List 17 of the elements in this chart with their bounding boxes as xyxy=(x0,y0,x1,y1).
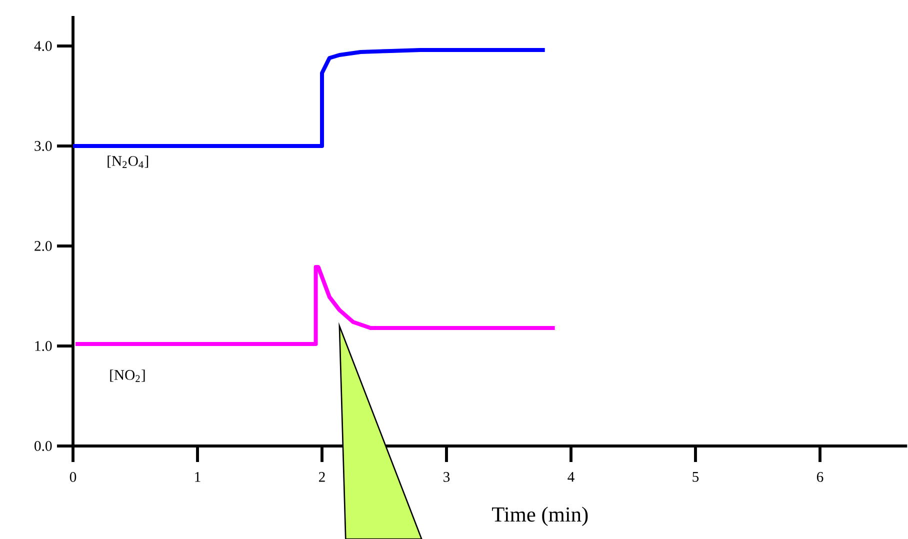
x-tick-label: 0 xyxy=(70,472,76,482)
x-tick-label: 6 xyxy=(816,472,824,482)
x-tick-label: 4 xyxy=(568,472,574,482)
x-axis-title: Time (min) xyxy=(492,506,588,526)
series-label: [N$_{2}$O$_{4}$] xyxy=(108,156,148,168)
y-tick-label: 2.0 xyxy=(34,241,52,251)
y-tick-label: 3.0 xyxy=(34,141,52,151)
x-tick-label: 2 xyxy=(318,472,325,482)
y-tick-label: 1.0 xyxy=(35,341,52,351)
line-series xyxy=(74,264,557,346)
series-label: [NO$_{2}$] xyxy=(110,370,145,382)
x-tick-label: 3 xyxy=(444,472,450,482)
line-series xyxy=(71,48,547,148)
y-tick-label: 4.0 xyxy=(34,41,52,51)
x-tick-label: 1 xyxy=(195,472,200,482)
y-tick-label: 0.0 xyxy=(34,441,52,451)
x-tick-label: 5 xyxy=(692,472,699,482)
